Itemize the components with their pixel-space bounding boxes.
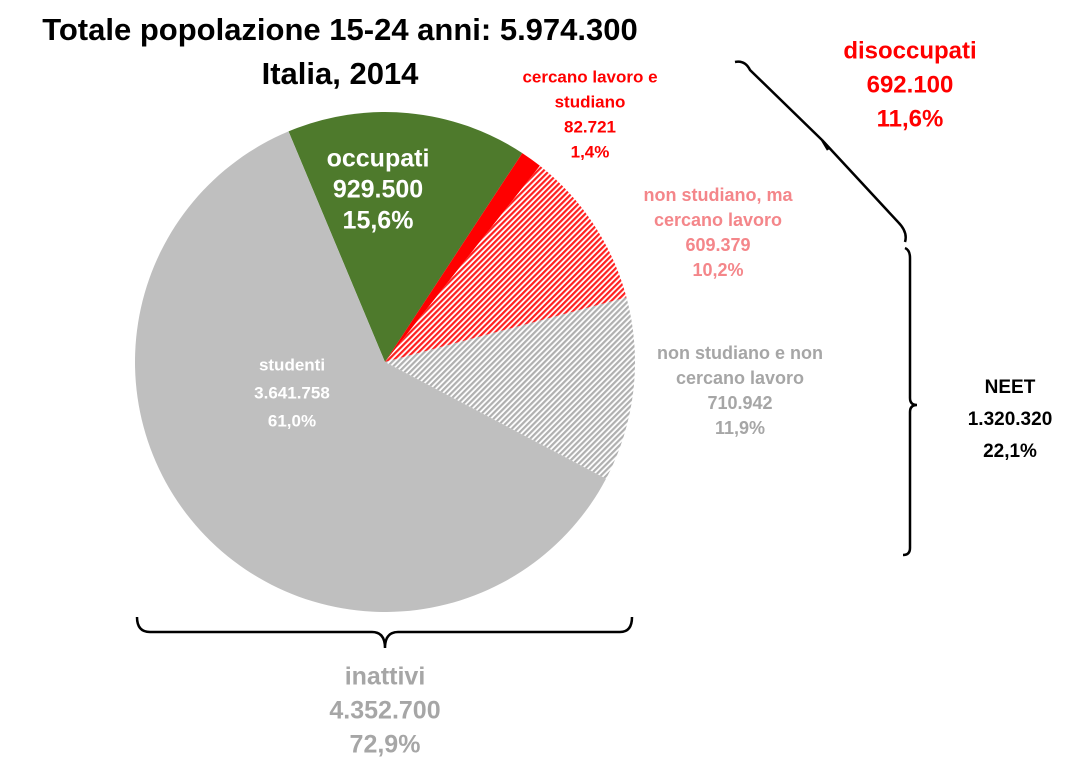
slice-label: occupati (327, 145, 430, 173)
chart-subtitle: Italia, 2014 (262, 56, 420, 91)
slice-label: 82.721 (564, 117, 616, 136)
bracket-neet (902, 246, 918, 557)
slice-label: 10,2% (692, 260, 743, 280)
slice-label: non studiano, ma (643, 185, 793, 205)
slice-label: 929.500 (333, 176, 423, 204)
slice-label: 61,0% (268, 411, 316, 430)
group-label: 22,1% (983, 441, 1037, 462)
group-label: 72,9% (350, 731, 421, 758)
bracket-inattivi (135, 616, 634, 649)
slice-label: cercano lavoro (676, 368, 804, 388)
slice-label: 15,6% (343, 207, 414, 235)
chart-title: Totale popolazione 15-24 anni: 5.974.300 (42, 12, 638, 47)
slice-label: cercano lavoro (654, 210, 782, 230)
pie-slice (385, 297, 636, 479)
group-label: NEET (985, 377, 1036, 398)
pie-slice (385, 165, 627, 362)
bracket-disoccupati (734, 60, 907, 243)
pie-slice (288, 111, 523, 362)
pie-slice (385, 153, 540, 362)
slice-label: 609.379 (685, 235, 750, 255)
slice-label: studiano (555, 92, 626, 111)
group-label: disoccupati (843, 37, 976, 64)
group-label: 1.320.320 (968, 409, 1053, 430)
group-label: 11,6% (877, 105, 944, 132)
slice-label: 1,4% (571, 142, 610, 161)
pie-slice (135, 131, 607, 612)
slice-label: cercano lavoro e (522, 67, 657, 86)
group-label: inattivi (345, 663, 426, 691)
group-label: 692.100 (867, 71, 954, 98)
slice-label: 11,9% (715, 418, 765, 438)
slice-label: non studiano e non (657, 343, 823, 363)
group-label: 4.352.700 (329, 697, 440, 725)
slice-label: 3.641.758 (254, 383, 330, 402)
slice-label: 710.942 (707, 393, 772, 413)
slice-label: studenti (259, 355, 325, 374)
